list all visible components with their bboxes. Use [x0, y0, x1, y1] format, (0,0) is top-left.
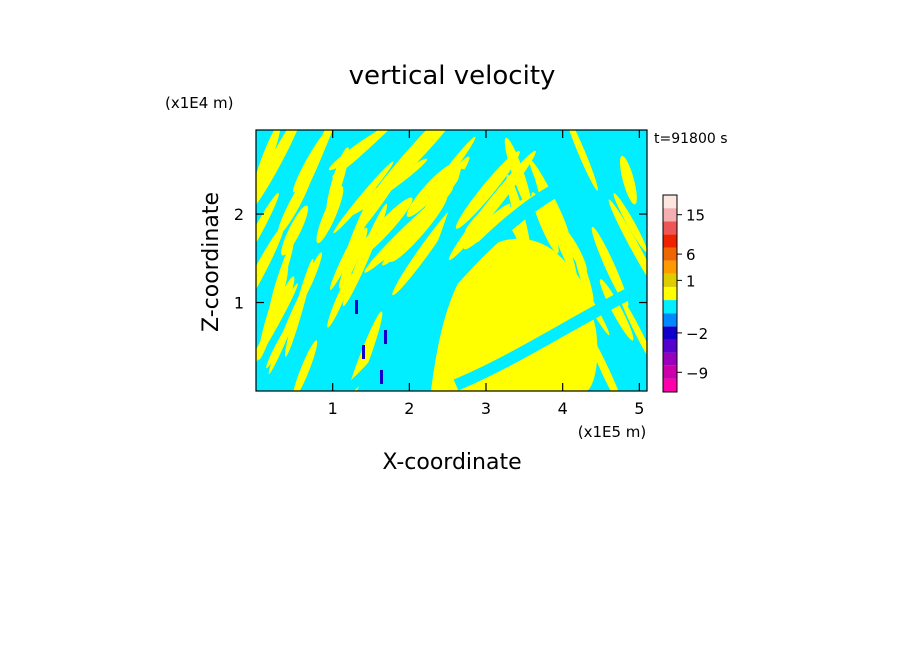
colorbar-band: [663, 313, 677, 327]
field-patch: [465, 184, 513, 232]
field-patch: [565, 130, 598, 191]
field-patch: [329, 217, 367, 290]
field-patch: [257, 265, 289, 360]
colorbar-band: [663, 365, 677, 379]
colorbar-band: [663, 286, 677, 301]
colorbar-band: [663, 352, 677, 366]
y-unit-label: (x1E4 m): [165, 94, 234, 112]
x-axis: 1 2 3 4 5: [328, 130, 644, 418]
colorbar-band: [663, 208, 677, 222]
colorbar-label: 1: [686, 272, 696, 290]
y-tick-label: 2: [234, 205, 244, 224]
x-tick-label: 1: [328, 399, 338, 418]
x-tick-label: 3: [481, 399, 491, 418]
field-patch: [281, 205, 309, 256]
field-channel: [370, 183, 560, 375]
colorbar-band: [663, 326, 677, 340]
colorbar-label: −2: [686, 325, 708, 343]
field-patch: [364, 187, 453, 273]
field-patch: [285, 258, 314, 357]
colorbar-band: [663, 260, 677, 274]
colorbar-label: 6: [686, 246, 696, 264]
colorbar-frame: [662, 194, 678, 393]
field-patch: [608, 199, 647, 297]
field-patch: [339, 227, 368, 289]
field-patch: [277, 171, 313, 235]
field-stripes: [256, 130, 647, 391]
chart-title: vertical velocity: [349, 61, 556, 91]
y-axis: 12: [234, 205, 647, 313]
x-tick-label: 2: [404, 399, 414, 418]
colorbar-label: −9: [686, 364, 708, 382]
field-patch: [455, 151, 520, 229]
field-patch: [599, 279, 634, 341]
colorbar-label: 15: [686, 207, 705, 225]
field-patch: [620, 297, 647, 368]
field-patch: [292, 340, 318, 391]
field-patch: [256, 130, 304, 213]
field-patch: [345, 158, 428, 218]
colorbar-band: [663, 247, 677, 261]
field-patch: [619, 155, 637, 205]
y-axis-label: Z-coordinate: [199, 192, 224, 332]
field-patch: [293, 131, 328, 193]
x-tick-label: 4: [558, 399, 568, 418]
plot-frame: [255, 129, 648, 392]
colorbar: 15 6 1 −2 −9: [662, 194, 708, 393]
field-patch: [431, 238, 598, 391]
x-axis-label: X-coordinate: [382, 450, 521, 475]
field-patch: [370, 130, 463, 201]
colorbar-band: [663, 339, 677, 353]
field-patch: [353, 197, 413, 261]
field-speck: [362, 345, 365, 359]
field-patch: [613, 193, 647, 253]
colorbar-band: [663, 273, 677, 287]
field-patch: [561, 227, 587, 273]
colorbar-band: [663, 300, 677, 314]
field-channel: [453, 284, 639, 391]
colorbar-band: [663, 195, 677, 209]
colorbar-band: [663, 378, 677, 392]
colorbar-band: [663, 221, 677, 235]
field-patch: [256, 192, 279, 273]
field-patch: [256, 130, 281, 198]
x-tick-label: 5: [634, 399, 644, 418]
field-patch: [316, 186, 344, 244]
field-plot: [256, 130, 647, 391]
field-patch: [327, 272, 352, 328]
field-patch: [397, 130, 459, 179]
field-patch: [328, 130, 390, 171]
field-speck: [384, 330, 387, 344]
field-patch: [382, 213, 437, 266]
field-patch: [504, 137, 532, 211]
x-unit-label: (x1E5 m): [578, 423, 647, 441]
field-patch: [392, 202, 460, 296]
colorbar-band: [663, 234, 677, 248]
field-patch: [591, 226, 629, 307]
field-speck: [355, 300, 358, 314]
field-patch: [256, 225, 285, 322]
field-patch: [406, 164, 455, 217]
time-label: t=91800 s: [654, 131, 728, 147]
field-speck: [380, 370, 383, 384]
field-patch: [266, 313, 297, 369]
field-channel: [342, 168, 471, 391]
y-tick-label: 1: [234, 294, 244, 313]
